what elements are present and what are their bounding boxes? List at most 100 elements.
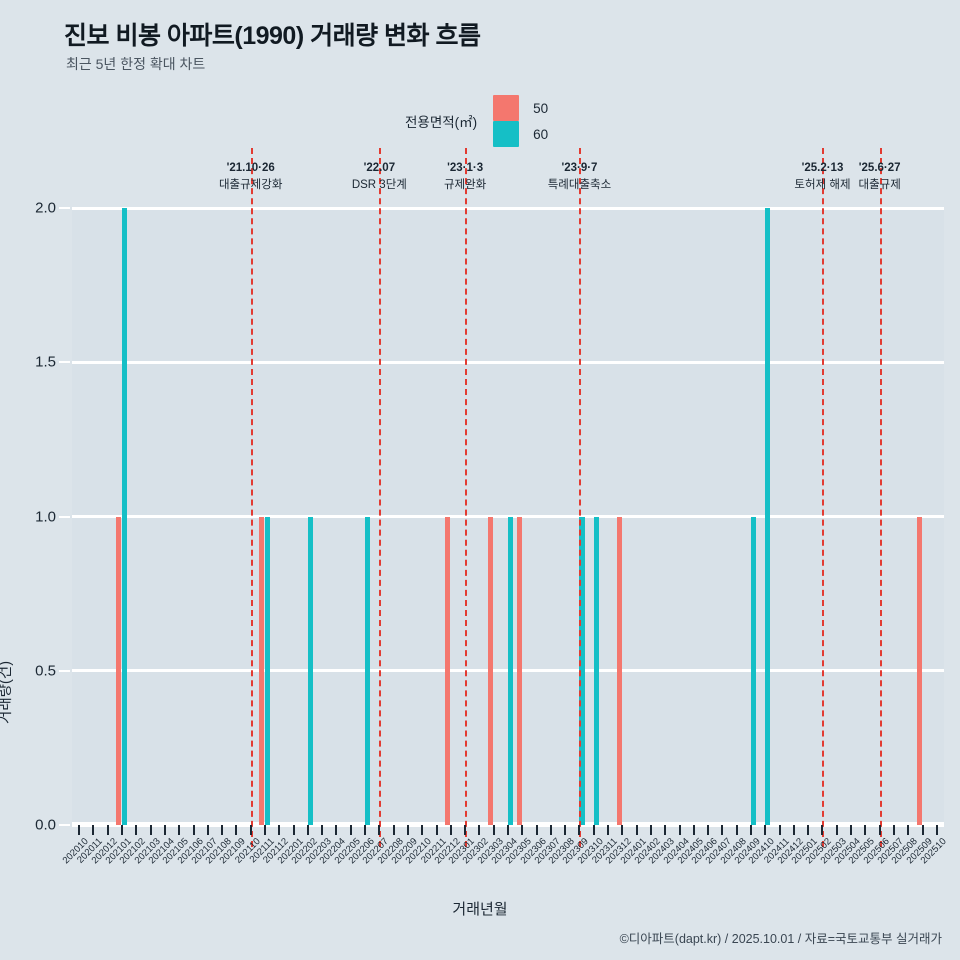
x-tick-mark — [92, 825, 95, 835]
x-tick-mark — [364, 825, 367, 835]
x-tick-mark — [306, 825, 309, 835]
bar[interactable] — [445, 516, 451, 825]
bar[interactable] — [916, 516, 922, 825]
event-line-202502 — [822, 148, 825, 847]
x-tick-mark — [935, 825, 938, 835]
x-tick-mark — [235, 825, 238, 835]
x-tick-mark — [535, 825, 538, 835]
x-tick-mark — [449, 825, 452, 835]
x-tick-mark — [835, 825, 838, 835]
bar[interactable] — [751, 516, 757, 825]
chart-legend: 전용면적(㎡) 50 60 — [405, 95, 582, 147]
bar[interactable] — [116, 516, 122, 825]
legend-label-50: 50 — [533, 100, 549, 116]
bar[interactable] — [616, 516, 622, 825]
x-tick-mark — [135, 825, 138, 835]
x-tick-mark — [735, 825, 738, 835]
bar[interactable] — [579, 516, 585, 825]
x-tick-mark — [664, 825, 667, 835]
footer-credit: ©디아파트(dapt.kr) / 2025.10.01 / 자료=국토교통부 실… — [619, 932, 942, 946]
x-tick-mark — [750, 825, 753, 835]
event-line-202110 — [250, 148, 253, 847]
x-tick-mark — [321, 825, 324, 835]
x-tick-mark — [163, 825, 166, 835]
bar[interactable] — [122, 208, 128, 825]
x-tick-mark — [335, 825, 338, 835]
event-label: DSR 3단계 — [351, 178, 407, 191]
x-axis-labels: 202010 202011 202012 202101 202102 202103 2021… — [61, 836, 949, 896]
page-title: 진보 비봉 아파트(1990) 거래량 변화 흐름 — [64, 22, 481, 50]
x-tick-mark — [421, 825, 424, 835]
bar[interactable] — [593, 516, 599, 825]
x-tick-mark — [907, 825, 910, 835]
event-label: 대출규제 — [858, 178, 901, 191]
y-gridline — [72, 360, 944, 364]
bar[interactable] — [516, 516, 522, 825]
x-tick-mark — [106, 825, 109, 835]
x-tick-mark — [464, 825, 467, 835]
y-tick-mark — [59, 207, 70, 209]
x-tick-mark — [864, 825, 867, 835]
y-tick-mark — [59, 361, 70, 364]
event-label: 특례대출축소 — [547, 178, 612, 191]
x-tick-mark — [878, 825, 881, 835]
x-tick-mark — [721, 825, 724, 835]
x-tick-mark — [292, 825, 295, 835]
y-tick-label: 0.5 — [35, 662, 56, 680]
event-date: '23·9·7 — [561, 162, 598, 174]
x-tick-mark — [792, 825, 795, 835]
x-tick-mark — [649, 825, 652, 835]
x-tick-mark — [278, 825, 281, 835]
event-label: 토허제 해제 — [794, 178, 851, 191]
x-tick-mark — [206, 825, 209, 835]
x-tick-mark — [607, 825, 610, 835]
event-label: 규제완화 — [443, 178, 487, 191]
bar[interactable] — [365, 516, 371, 825]
y-axis: 거래량(건) 0.0 0.5 1.0 1.5 2.0 — [0, 200, 70, 834]
x-tick-mark — [635, 825, 638, 835]
x-axis-ticks — [72, 825, 944, 835]
event-annotation-202110: '21.10·26 대출규제강화 — [219, 160, 282, 193]
bar[interactable] — [765, 208, 771, 825]
x-tick-mark — [406, 825, 409, 835]
x-tick-mark — [249, 825, 252, 835]
bar[interactable] — [307, 516, 313, 825]
y-tick-label: 2.0 — [35, 199, 56, 217]
event-annotation-202502: '25.2·13 토허제 해제 — [794, 160, 850, 193]
x-tick-mark — [121, 825, 124, 835]
x-tick-mark — [263, 825, 266, 835]
x-tick-mark — [521, 825, 524, 835]
x-tick-mark — [221, 825, 224, 835]
x-tick-mark — [492, 825, 495, 835]
x-axis-title: 거래년월 — [452, 901, 508, 918]
bar[interactable] — [487, 516, 494, 825]
x-tick-mark — [478, 825, 481, 835]
event-annotation-202309: '23·9·7 특례대출축소 — [548, 160, 611, 193]
bar[interactable] — [259, 516, 265, 825]
legend-item-60[interactable]: 60 — [493, 121, 574, 147]
y-tick-label: 1.5 — [35, 353, 56, 371]
plot-area — [72, 148, 944, 847]
legend-entry-list: 50 60 — [493, 95, 582, 147]
x-tick-mark — [621, 825, 624, 835]
x-tick-mark — [578, 825, 581, 835]
x-tick-mark — [78, 825, 81, 835]
x-tick-mark — [850, 825, 853, 835]
event-date: '22.07 — [363, 162, 396, 174]
event-line-202207 — [379, 148, 382, 847]
bar[interactable] — [508, 516, 514, 825]
x-tick-mark — [178, 825, 181, 835]
legend-label-60: 60 — [533, 126, 549, 142]
legend-swatch-50 — [493, 95, 520, 121]
x-tick-mark — [564, 825, 567, 835]
legend-item-50[interactable]: 50 — [493, 95, 574, 121]
bar[interactable] — [264, 516, 271, 825]
x-tick-mark — [807, 825, 810, 835]
x-tick-mark — [349, 825, 352, 835]
event-date: '25.6·27 — [858, 162, 901, 174]
x-tick-mark — [392, 825, 395, 835]
x-tick-mark — [778, 825, 781, 835]
x-tick-mark — [378, 825, 381, 835]
event-line-202309 — [579, 148, 582, 847]
x-tick-mark — [764, 825, 767, 835]
